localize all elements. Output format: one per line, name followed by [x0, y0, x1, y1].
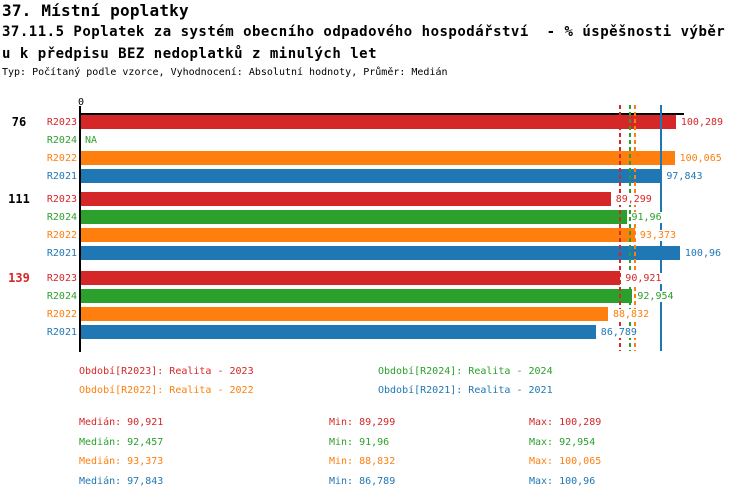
bar	[81, 307, 608, 321]
stat-median: Medián: 97,843	[79, 476, 164, 487]
bar	[81, 169, 662, 183]
stat-max: Max: 100,289	[529, 417, 602, 428]
bar-value-label: 89,299	[614, 194, 653, 205]
row-label: R2022	[46, 230, 77, 241]
indicator-title-line-2: u k předpisu BEZ nedoplatků z minulých l…	[2, 46, 378, 62]
median-line-r2022	[633, 105, 636, 351]
stat-min: Min: 86,789	[329, 476, 396, 487]
bar-value-label: 93,373	[638, 230, 678, 241]
stat-max: Max: 100,96	[529, 476, 596, 487]
x-axis-top-line	[79, 113, 684, 115]
stat-median: Medián: 93,373	[79, 456, 164, 467]
row-label: R2021	[46, 327, 77, 338]
stat-median: Medián: 92,457	[79, 437, 164, 448]
stat-min: Min: 91,96	[329, 437, 390, 448]
bar	[81, 228, 635, 242]
stat-median: Medián: 90,921	[79, 417, 164, 428]
bar	[81, 325, 596, 339]
y-axis-line	[79, 106, 81, 352]
row-label: R2021	[46, 248, 77, 259]
legend-item: Období[R2023]: Realita - 2023	[79, 366, 254, 377]
row-label: R2023	[46, 194, 77, 205]
stat-max: Max: 100,065	[529, 456, 602, 467]
bar	[81, 289, 633, 303]
na-value-label: NA	[84, 135, 99, 146]
bar	[81, 151, 675, 165]
row-label: R2022	[46, 153, 77, 164]
median-line-r2021	[660, 105, 663, 351]
indicator-meta: Typ: Počítaný podle vzorce, Vyhodnocení:…	[2, 67, 448, 78]
stat-min: Min: 89,299	[329, 417, 396, 428]
bar-value-label: 92,954	[636, 291, 675, 302]
group-label: 139	[8, 271, 30, 285]
row-label: R2023	[46, 273, 77, 284]
row-label: R2021	[46, 171, 77, 182]
bar	[81, 271, 621, 285]
row-label: R2024	[46, 135, 77, 146]
bar	[81, 246, 680, 260]
bar-value-label: 100,96	[683, 248, 723, 259]
row-label: R2024	[46, 291, 77, 302]
bar-value-label: 88,832	[612, 309, 651, 320]
median-line-r2023	[619, 105, 622, 351]
legend-item: Období[R2024]: Realita - 2024	[378, 366, 553, 377]
indicator-title-line-1: 37.11.5 Poplatek za systém obecního odpa…	[2, 24, 726, 40]
page-title: 37. Místní poplatky	[2, 1, 189, 20]
group-label: 76	[11, 115, 27, 129]
bar-value-label: 90,921	[624, 273, 663, 284]
median-line-r2024	[628, 105, 631, 351]
bar-value-label: 86,789	[599, 327, 638, 338]
bar-value-label: 100,065	[678, 153, 723, 164]
legend-item: Období[R2021]: Realita - 2021	[378, 385, 553, 396]
legend-item: Období[R2022]: Realita - 2022	[79, 385, 254, 396]
stat-max: Max: 92,954	[529, 437, 596, 448]
row-label: R2023	[46, 117, 77, 128]
bar-value-label: 91,96	[630, 212, 663, 223]
bar	[81, 115, 676, 129]
axis-zero-label: 0	[77, 97, 85, 108]
bar	[81, 210, 627, 224]
group-label: 111	[8, 192, 30, 206]
bar	[81, 192, 611, 206]
row-label: R2022	[46, 309, 77, 320]
bar-value-label: 97,843	[665, 171, 704, 182]
stat-min: Min: 88,832	[329, 456, 396, 467]
row-label: R2024	[46, 212, 77, 223]
bar-value-label: 100,289	[679, 117, 725, 128]
